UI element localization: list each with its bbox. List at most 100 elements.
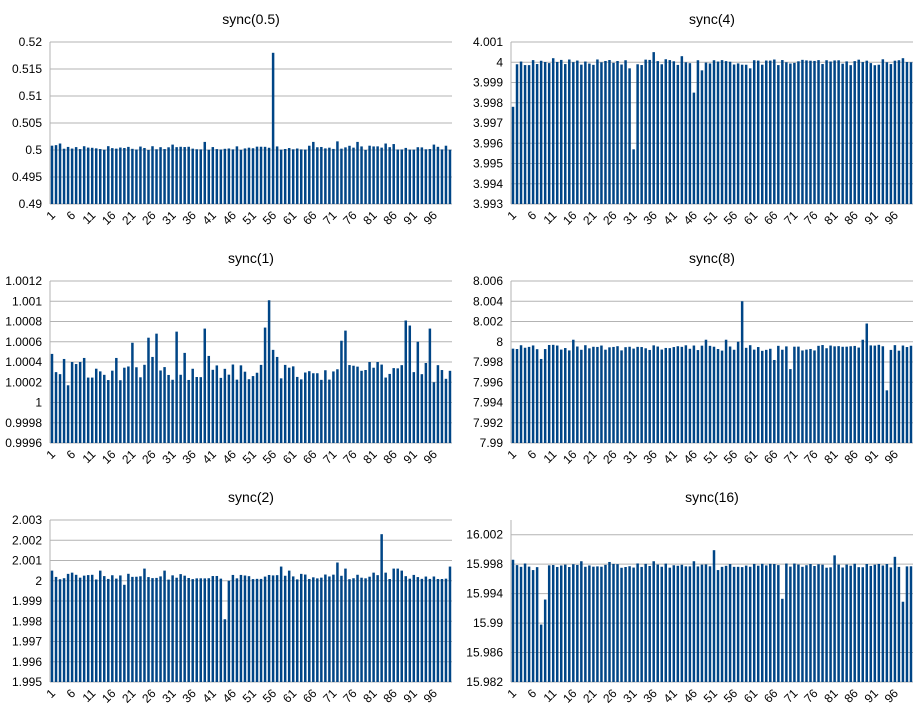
y-tick-label: 1.999 — [12, 594, 42, 608]
bar — [716, 61, 720, 204]
bar — [199, 149, 202, 204]
bar — [580, 349, 583, 443]
bar — [62, 148, 66, 204]
x-tick-label: 81 — [360, 686, 380, 706]
bar — [877, 64, 881, 205]
bar — [159, 576, 162, 682]
bar — [877, 344, 881, 443]
bar — [881, 346, 885, 443]
bar — [676, 565, 680, 682]
bar — [612, 563, 615, 682]
bar — [275, 575, 279, 682]
bar — [523, 347, 527, 443]
bar — [90, 147, 94, 204]
bar — [857, 347, 860, 443]
x-tick-label: 61 — [741, 447, 761, 467]
bar — [608, 347, 611, 443]
bar — [531, 60, 535, 204]
bar — [805, 565, 808, 682]
bar — [580, 561, 583, 682]
bar — [761, 350, 764, 443]
bar — [708, 345, 712, 443]
bar — [271, 575, 275, 682]
x-tick-label: 66 — [761, 686, 781, 706]
bar — [716, 570, 720, 682]
chart-title: sync(16) — [685, 489, 739, 505]
bar — [448, 370, 452, 443]
bar — [837, 564, 840, 682]
bar — [62, 358, 66, 443]
bar — [523, 65, 527, 204]
bar — [568, 567, 571, 682]
bar — [720, 566, 724, 682]
y-tick-label: 1.0006 — [5, 335, 42, 349]
x-tick-label: 16 — [560, 447, 580, 467]
bar — [360, 577, 363, 682]
x-tick-label: 76 — [801, 208, 821, 228]
bar — [255, 578, 259, 682]
bar — [869, 565, 873, 682]
bar — [773, 59, 776, 204]
bar — [324, 370, 327, 443]
bar — [70, 572, 74, 682]
x-tick-label: 41 — [661, 686, 681, 706]
bar — [873, 345, 877, 443]
x-tick-label: 41 — [200, 447, 220, 467]
x-tick-label: 56 — [260, 208, 280, 228]
bar — [732, 566, 736, 682]
bar — [207, 355, 211, 443]
bar — [131, 342, 134, 443]
y-tick-label: 8.004 — [473, 294, 503, 308]
chart-sync-8: sync(8) 8.006 8.004 8.002 8 7.998 7.996 7.994 7.… — [461, 239, 922, 478]
bar — [107, 146, 110, 204]
bar — [332, 148, 335, 204]
bar — [740, 567, 744, 682]
bar — [352, 147, 355, 204]
bar — [728, 564, 732, 682]
bar — [845, 346, 848, 443]
x-tick-label: 76 — [801, 447, 821, 467]
bar — [448, 149, 452, 204]
bar — [648, 349, 651, 443]
bar — [756, 347, 760, 443]
bar — [340, 575, 343, 682]
chart-sync-2: sync(2) 2.003 2.002 2.001 2 1.999 1.998 1.997 1.… — [0, 478, 461, 717]
bar — [183, 352, 186, 443]
bar — [171, 144, 174, 204]
bar — [805, 60, 808, 204]
bar — [328, 379, 331, 443]
x-tick-label: 81 — [821, 208, 841, 228]
bar — [893, 345, 897, 443]
bar — [380, 534, 383, 682]
bar — [171, 575, 174, 682]
bar — [251, 148, 255, 204]
bar — [576, 60, 579, 204]
bar — [70, 148, 74, 204]
bar — [348, 579, 351, 682]
bar — [94, 148, 98, 204]
x-tick-label: 46 — [681, 686, 701, 706]
x-tick-label: 21 — [119, 686, 139, 706]
bar — [584, 61, 587, 204]
bar — [527, 65, 531, 205]
bar — [527, 346, 531, 443]
x-tick-label: 51 — [701, 447, 721, 467]
bar — [147, 577, 150, 682]
x-tick-label: 66 — [300, 686, 320, 706]
bar — [58, 374, 62, 443]
bar — [572, 62, 575, 204]
bar — [279, 378, 283, 443]
bar — [86, 575, 90, 682]
x-tick-label: 16 — [99, 447, 119, 467]
bar — [688, 63, 692, 205]
x-tick-label: 26 — [139, 447, 159, 467]
y-tick-label: 1.0008 — [5, 315, 42, 329]
bar — [781, 349, 784, 443]
bar — [744, 565, 748, 682]
x-tick-label: 46 — [220, 447, 240, 467]
bar — [283, 364, 287, 443]
bar — [275, 356, 279, 443]
bar — [620, 64, 623, 205]
x-tick-label: 16 — [560, 686, 580, 706]
bar — [396, 568, 399, 682]
